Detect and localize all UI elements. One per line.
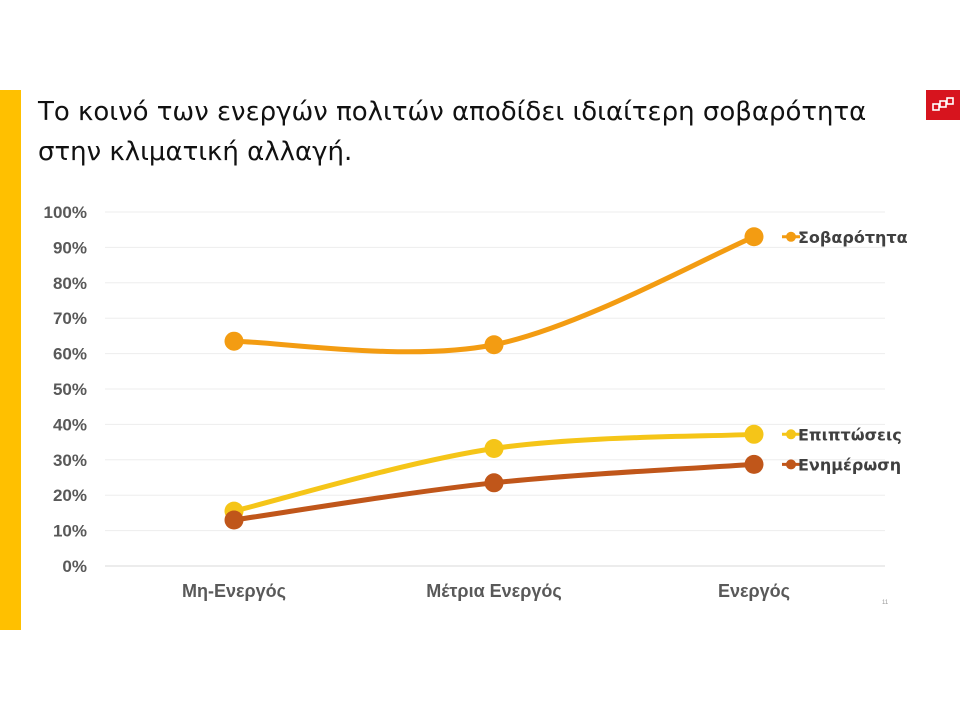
legend-marker-dot bbox=[786, 459, 796, 470]
data-point bbox=[224, 331, 244, 351]
y-tick-label: 30% bbox=[53, 451, 87, 470]
y-tick-label: 40% bbox=[53, 415, 87, 434]
y-tick-label: 80% bbox=[53, 274, 87, 293]
y-tick-label: 20% bbox=[53, 486, 87, 505]
y-tick-label: 0% bbox=[62, 557, 87, 576]
x-category-label: Μη-Ενεργός bbox=[182, 581, 286, 601]
legend-marker-dot bbox=[786, 231, 796, 242]
data-point bbox=[484, 473, 504, 493]
slide-title: Το κοινό των ενεργών πολιτών αποδίδει ιδ… bbox=[38, 97, 867, 167]
data-point bbox=[744, 454, 764, 474]
y-tick-label: 10% bbox=[53, 522, 87, 541]
data-point bbox=[224, 510, 244, 530]
data-point bbox=[744, 424, 764, 444]
legend-label: Ενημέρωση bbox=[798, 455, 901, 474]
y-tick-label: 60% bbox=[53, 345, 87, 364]
y-tick-label: 70% bbox=[53, 309, 87, 328]
x-category-label: Ενεργός bbox=[718, 581, 790, 601]
series-line bbox=[231, 234, 757, 355]
y-tick-label: 100% bbox=[44, 203, 87, 222]
x-category-label: Μέτρια Ενεργός bbox=[426, 581, 561, 601]
logo-icon bbox=[932, 97, 954, 111]
y-tick-label: 90% bbox=[53, 238, 87, 257]
data-point bbox=[484, 438, 504, 458]
legend-label: Επιπτώσεις bbox=[798, 425, 902, 444]
data-point bbox=[484, 335, 504, 355]
data-point bbox=[744, 227, 764, 247]
legend-label: Σοβαρότητα bbox=[798, 228, 908, 247]
legend-marker-dot bbox=[786, 429, 796, 440]
logo bbox=[926, 90, 960, 120]
y-tick-label: 50% bbox=[53, 380, 87, 399]
accent-bar bbox=[0, 90, 21, 630]
page-number: 11 bbox=[882, 600, 889, 606]
